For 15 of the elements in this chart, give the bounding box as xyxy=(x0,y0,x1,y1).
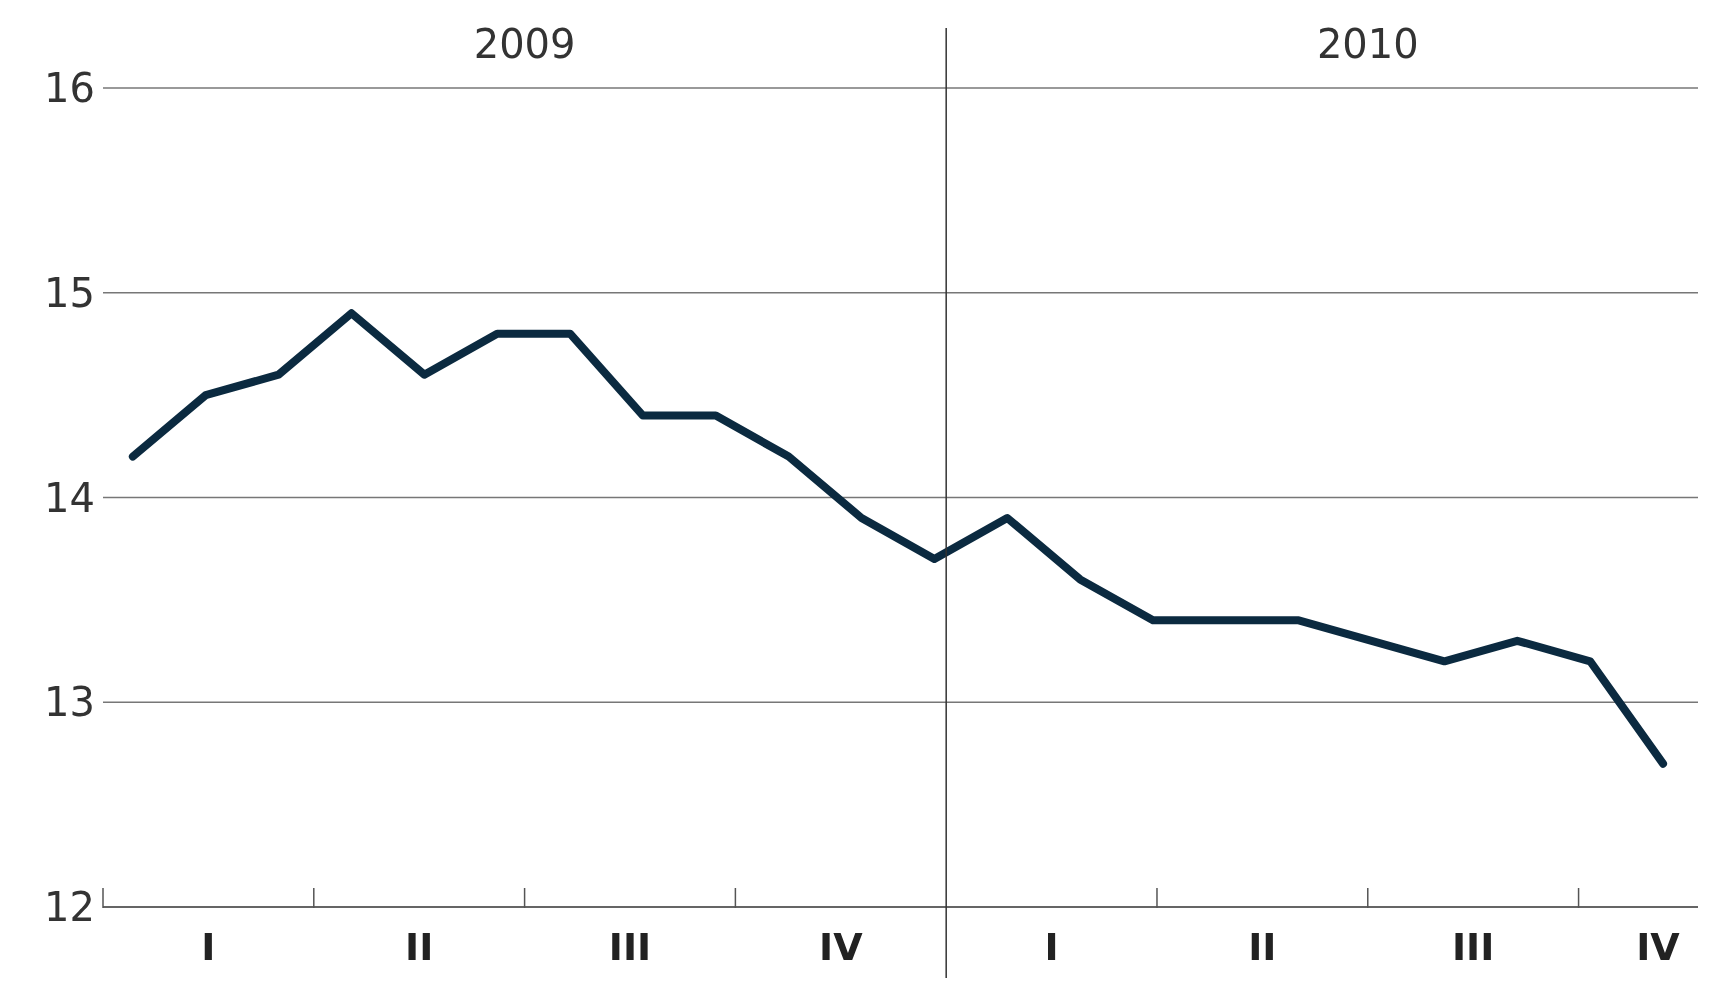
text: IV xyxy=(1636,925,1681,969)
y-tick-label: 16 xyxy=(44,65,95,112)
text: I xyxy=(1044,925,1059,969)
text: III xyxy=(608,925,652,969)
text: II xyxy=(1248,925,1277,969)
text: I xyxy=(201,925,216,969)
text: 2010 xyxy=(1316,21,1419,67)
y-tick-label: 13 xyxy=(44,679,95,726)
y-tick-label: 14 xyxy=(44,474,95,521)
text: III xyxy=(1451,925,1495,969)
text: II xyxy=(405,925,434,969)
y-tick-label: 12 xyxy=(44,884,95,931)
y-tick-label: 15 xyxy=(44,269,95,316)
text: 2009 xyxy=(473,21,576,67)
text: IV xyxy=(819,925,864,969)
